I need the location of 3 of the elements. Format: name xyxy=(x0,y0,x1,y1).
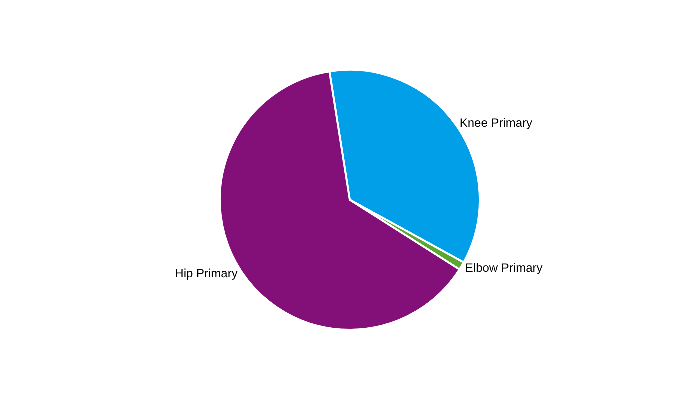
slice-label: Elbow Primary xyxy=(465,260,543,275)
slice-label: Knee Primary xyxy=(460,116,533,130)
slice-label: Hip Primary xyxy=(175,266,238,280)
